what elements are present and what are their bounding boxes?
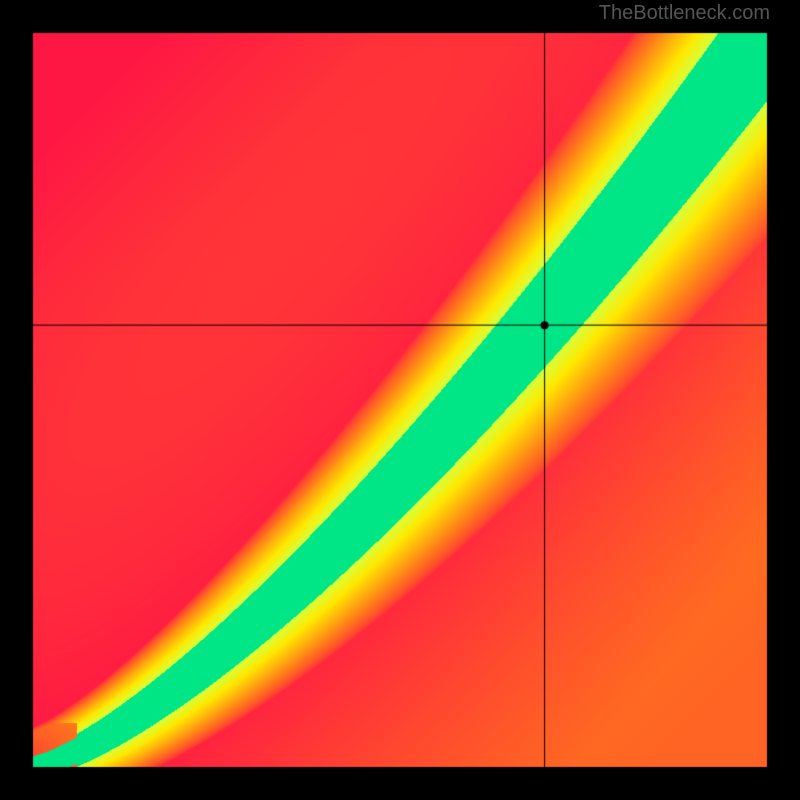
- chart-container: TheBottleneck.com: [0, 0, 800, 800]
- bottleneck-heatmap: [0, 0, 800, 800]
- watermark-text: TheBottleneck.com: [599, 2, 770, 25]
